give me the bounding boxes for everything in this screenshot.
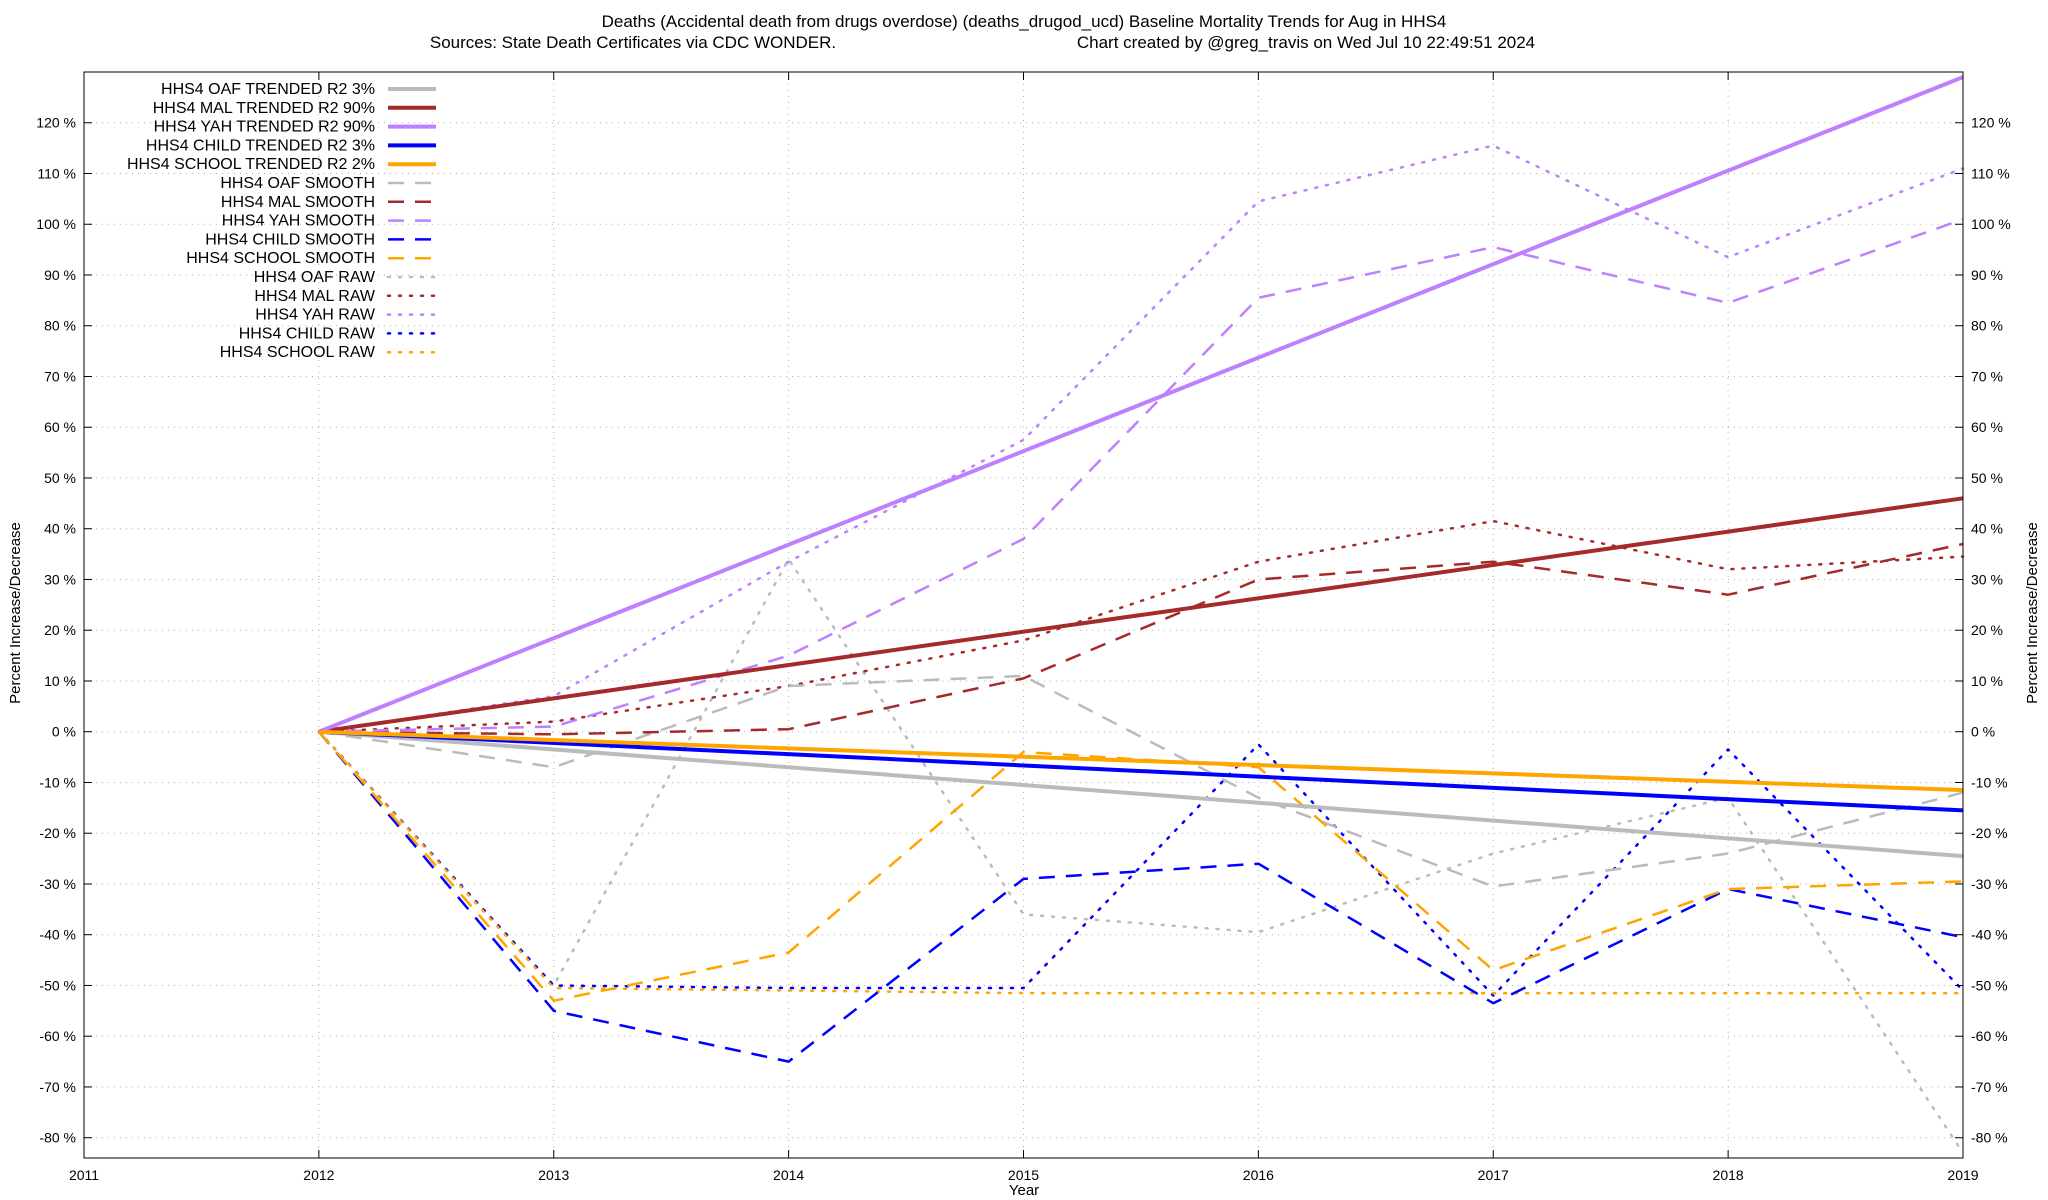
y-tick-label-right: 80 % [1971, 318, 2003, 334]
legend-label-hhs4-oaf-trended: HHS4 OAF TRENDED R2 3% [161, 81, 375, 98]
legend-label-hhs4-yah-raw: HHS4 YAH RAW [255, 307, 376, 324]
y-tick-label-right: 100 % [1971, 216, 2011, 232]
x-tick-label: 2015 [1008, 1167, 1039, 1183]
legend-label-hhs4-mal-smooth: HHS4 MAL SMOOTH [221, 194, 375, 211]
x-axis-label: Year [1009, 1182, 1039, 1199]
legend-label-hhs4-mal-raw: HHS4 MAL RAW [254, 288, 376, 305]
legend-label-hhs4-mal-trended: HHS4 MAL TRENDED R2 90% [153, 100, 375, 117]
series-line-hhs4-yah-trended [318, 75, 1964, 734]
y-tick-label-right: -60 % [1971, 1028, 2008, 1044]
y-tick-label-right: -10 % [1971, 774, 2008, 790]
y-tick-label-right: 110 % [1971, 165, 2010, 181]
legend-label-hhs4-oaf-smooth: HHS4 OAF SMOOTH [220, 175, 375, 192]
y-tick-label-left: -50 % [39, 977, 76, 993]
y-tick-label-right: -80 % [1971, 1130, 2008, 1146]
y-tick-label-right: 50 % [1971, 470, 2003, 486]
axis-ticks: -80 % -80 % -70 % -70 % -60 % -60 % -50 % -50 %… [36, 72, 2011, 1183]
y-tick-label-left: -40 % [39, 927, 76, 943]
y-tick-label-right: 40 % [1971, 521, 2003, 537]
series-line-hhs4-child-raw [317, 730, 1965, 997]
legend-label-hhs4-oaf-raw: HHS4 OAF RAW [254, 269, 376, 286]
series-line-hhs4-school-raw [317, 730, 1965, 995]
y-tick-label-left: -70 % [39, 1079, 76, 1095]
y-tick-label-left: 100 % [36, 216, 76, 232]
y-tick-label-right: -40 % [1971, 927, 2008, 943]
y-tick-label-right: 60 % [1971, 419, 2003, 435]
y-tick-label-right: -30 % [1971, 876, 2008, 892]
y-tick-label-left: 30 % [44, 571, 76, 587]
y-tick-label-right: -20 % [1971, 825, 2008, 841]
x-tick-label: 2018 [1713, 1167, 1744, 1183]
x-tick-label: 2014 [773, 1167, 804, 1183]
y-tick-label-left: -30 % [39, 876, 76, 892]
series-line-hhs4-yah-smooth [318, 218, 1964, 733]
x-tick-label: 2012 [303, 1167, 334, 1183]
y-tick-label-left: 80 % [44, 318, 76, 334]
chart-title-credit: Chart created by @greg_travis on Wed Jul… [1077, 33, 1535, 52]
y-tick-label-right: -50 % [1971, 977, 2008, 993]
series-line-hhs4-child-smooth [317, 730, 1964, 1063]
x-tick-label: 2019 [1947, 1167, 1978, 1183]
y-tick-label-right: 30 % [1971, 571, 2003, 587]
grid [84, 72, 1963, 1158]
chart-title-source: Sources: State Death Certificates via CD… [430, 33, 836, 52]
legend-label-hhs4-yah-smooth: HHS4 YAH SMOOTH [222, 213, 375, 230]
legend-label-hhs4-school-trended: HHS4 SCHOOL TRENDED R2 2% [127, 156, 375, 173]
y-tick-label-right: 10 % [1971, 673, 2003, 689]
x-tick-label: 2016 [1243, 1167, 1274, 1183]
x-tick-label: 2011 [69, 1167, 99, 1183]
x-tick-label: 2013 [538, 1167, 569, 1183]
series-line-hhs4-school-trended [318, 729, 1964, 793]
legend-label-hhs4-child-raw: HHS4 CHILD RAW [239, 325, 376, 342]
y-axis-label-left: Percent Increase/Decrease [7, 522, 24, 704]
y-tick-label-left: 10 % [44, 673, 76, 689]
series-line-hhs4-mal-trended [318, 496, 1964, 734]
y-tick-label-left: 120 % [36, 115, 76, 131]
chart-title-line-1: Deaths (Accidental death from drugs over… [602, 12, 1447, 31]
y-tick-label-right: 0 % [1971, 724, 1995, 740]
y-tick-label-right: -70 % [1971, 1079, 2008, 1095]
y-tick-label-left: 110 % [37, 165, 76, 181]
y-tick-label-left: -20 % [39, 825, 76, 841]
x-tick-label: 2017 [1478, 1167, 1509, 1183]
series-line-hhs4-oaf-raw [317, 557, 1965, 1155]
series-line-hhs4-oaf-trended [318, 729, 1964, 859]
y-tick-label-left: -60 % [39, 1028, 76, 1044]
y-tick-label-left: 90 % [44, 267, 76, 283]
y-tick-label-left: -80 % [39, 1130, 76, 1146]
y-tick-label-left: 20 % [44, 622, 76, 638]
plot-series [317, 75, 1965, 1155]
y-tick-label-left: 70 % [44, 368, 76, 384]
y-tick-label-right: 90 % [1971, 267, 2003, 283]
series-line-hhs4-child-trended [318, 729, 1964, 813]
y-axis-label-right: Percent Increase/Decrease [2024, 522, 2041, 704]
legend-label-hhs4-child-smooth: HHS4 CHILD SMOOTH [205, 231, 375, 248]
legend: HHS4 OAF TRENDED R2 3% HHS4 MAL TRENDED R… [127, 81, 438, 361]
y-tick-label-right: 120 % [1971, 115, 2011, 131]
y-tick-label-right: 20 % [1971, 622, 2003, 638]
legend-label-hhs4-school-smooth: HHS4 SCHOOL SMOOTH [186, 250, 375, 267]
y-tick-label-left: -10 % [39, 774, 76, 790]
series-line-hhs4-mal-smooth [318, 542, 1964, 736]
legend-label-hhs4-yah-trended: HHS4 YAH TRENDED R2 90% [154, 119, 375, 136]
y-tick-label-right: 70 % [1971, 368, 2003, 384]
y-tick-label-left: 40 % [44, 521, 76, 537]
series-line-hhs4-school-smooth [317, 730, 1964, 1002]
legend-label-hhs4-child-trended: HHS4 CHILD TRENDED R2 3% [146, 137, 375, 154]
y-tick-label-left: 60 % [44, 419, 76, 435]
y-tick-label-left: 50 % [44, 470, 76, 486]
legend-label-hhs4-school-raw: HHS4 SCHOOL RAW [220, 344, 376, 361]
y-tick-label-left: 0 % [52, 724, 76, 740]
